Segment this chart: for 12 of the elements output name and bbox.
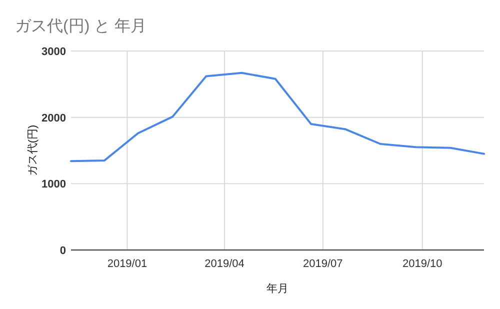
x-tick-label: 2019/01 [107,258,148,270]
y-tick-label: 1000 [42,178,66,191]
x-tick-label: 2019/04 [204,258,244,270]
chart-title: ガス代(円) と 年月 [15,18,147,35]
x-tick-label: 2019/10 [402,258,442,270]
y-tick-label: 2000 [42,112,66,124]
x-tick-label: 2019/07 [303,258,343,270]
y-axis-title: ガス代(円) [27,124,39,176]
line-series [70,72,485,162]
y-tick-label: 0 [60,245,66,257]
x-axis-title: 年月 [266,283,288,295]
y-tick-label: 3000 [42,46,66,58]
